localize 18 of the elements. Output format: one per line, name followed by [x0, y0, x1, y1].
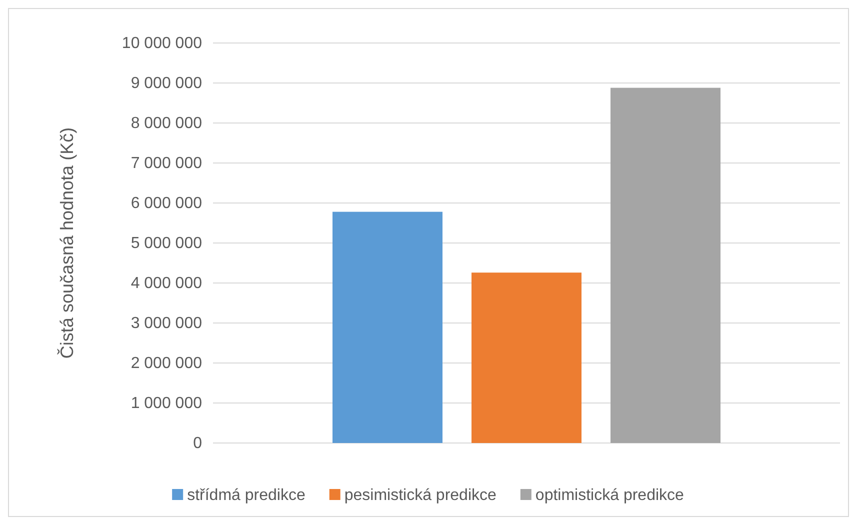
y-tick-label: 4 000 000: [130, 275, 202, 292]
bar: [610, 88, 720, 443]
y-tick-label: 5 000 000: [130, 235, 202, 252]
y-tick-label: 3 000 000: [130, 315, 202, 332]
y-axis-title: Čistá současná hodnota (Kč): [57, 127, 77, 359]
y-tick-label: 1 000 000: [130, 395, 202, 412]
y-tick-label: 8 000 000: [130, 115, 202, 132]
y-tick-label: 10 000 000: [122, 35, 202, 52]
legend-label: optimistická predikce: [535, 487, 684, 504]
y-tick-label: 9 000 000: [130, 75, 202, 92]
bar: [332, 212, 442, 443]
y-tick-label: 6 000 000: [130, 195, 202, 212]
y-tick-label: 0: [193, 435, 202, 452]
legend-label: střídmá predikce: [187, 487, 306, 504]
legend-label: pesimistická predikce: [344, 487, 497, 504]
bar: [472, 272, 582, 443]
y-tick-label: 2 000 000: [130, 355, 202, 372]
y-tick-label: 7 000 000: [130, 155, 202, 172]
